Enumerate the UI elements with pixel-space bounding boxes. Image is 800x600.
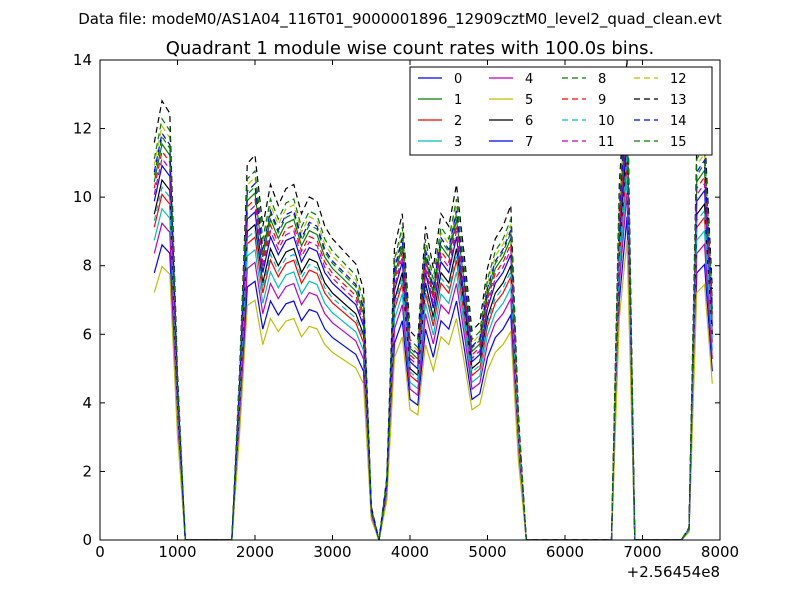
chart-title: Quadrant 1 module wise count rates with … [166, 38, 655, 59]
x-axis-offset-label: +2.56454e8 [627, 563, 720, 581]
series-line-15 [153, 78, 713, 540]
suptitle: Data file: modeM0/AS1A04_116T01_90000018… [78, 10, 722, 29]
y-tick-label: 12 [73, 120, 92, 138]
x-tick-label: 8000 [701, 543, 739, 561]
legend-label-12: 12 [670, 72, 687, 87]
legend-label-14: 14 [670, 114, 687, 129]
x-tick-label: 4000 [391, 543, 429, 561]
series-line-4 [153, 192, 713, 540]
x-tick-label: 6000 [546, 543, 584, 561]
legend-label-6: 6 [525, 114, 533, 129]
legend-label-2: 2 [454, 114, 462, 129]
x-axis: 0 1000 2000 3000 4000 5000 6000 7000 8000 [95, 60, 739, 561]
legend-label-11: 11 [598, 135, 615, 150]
legend-label-9: 9 [598, 93, 606, 108]
legend-label-10: 10 [598, 114, 615, 129]
y-tick-label: 14 [73, 51, 92, 69]
legend-label-7: 7 [525, 135, 533, 150]
series-line-12 [153, 86, 713, 540]
series-layer [153, 60, 713, 540]
y-tick-label: 6 [82, 325, 92, 343]
x-tick-label: 0 [95, 543, 105, 561]
x-tick-label: 1000 [158, 543, 196, 561]
series-line-5 [153, 240, 713, 540]
legend-label-13: 13 [670, 93, 687, 108]
y-tick-label: 8 [82, 257, 92, 275]
series-line-11 [153, 122, 713, 540]
y-tick-label: 0 [82, 531, 92, 549]
x-tick-label: 3000 [313, 543, 351, 561]
x-tick-label: 2000 [236, 543, 274, 561]
legend-label-4: 4 [525, 72, 533, 87]
legend-label-15: 15 [670, 135, 687, 150]
legend-frame [409, 66, 713, 156]
legend-label-1: 1 [454, 93, 462, 108]
y-tick-label: 4 [82, 394, 92, 412]
y-tick-label: 2 [82, 462, 92, 480]
legend-label-3: 3 [454, 135, 462, 150]
legend-label-8: 8 [598, 72, 606, 87]
y-tick-label: 10 [73, 188, 92, 206]
legend-label-0: 0 [454, 72, 462, 87]
series-line-13 [153, 60, 713, 540]
legend-label-5: 5 [525, 93, 533, 108]
x-tick-label: 7000 [623, 543, 661, 561]
x-tick-label: 5000 [468, 543, 506, 561]
